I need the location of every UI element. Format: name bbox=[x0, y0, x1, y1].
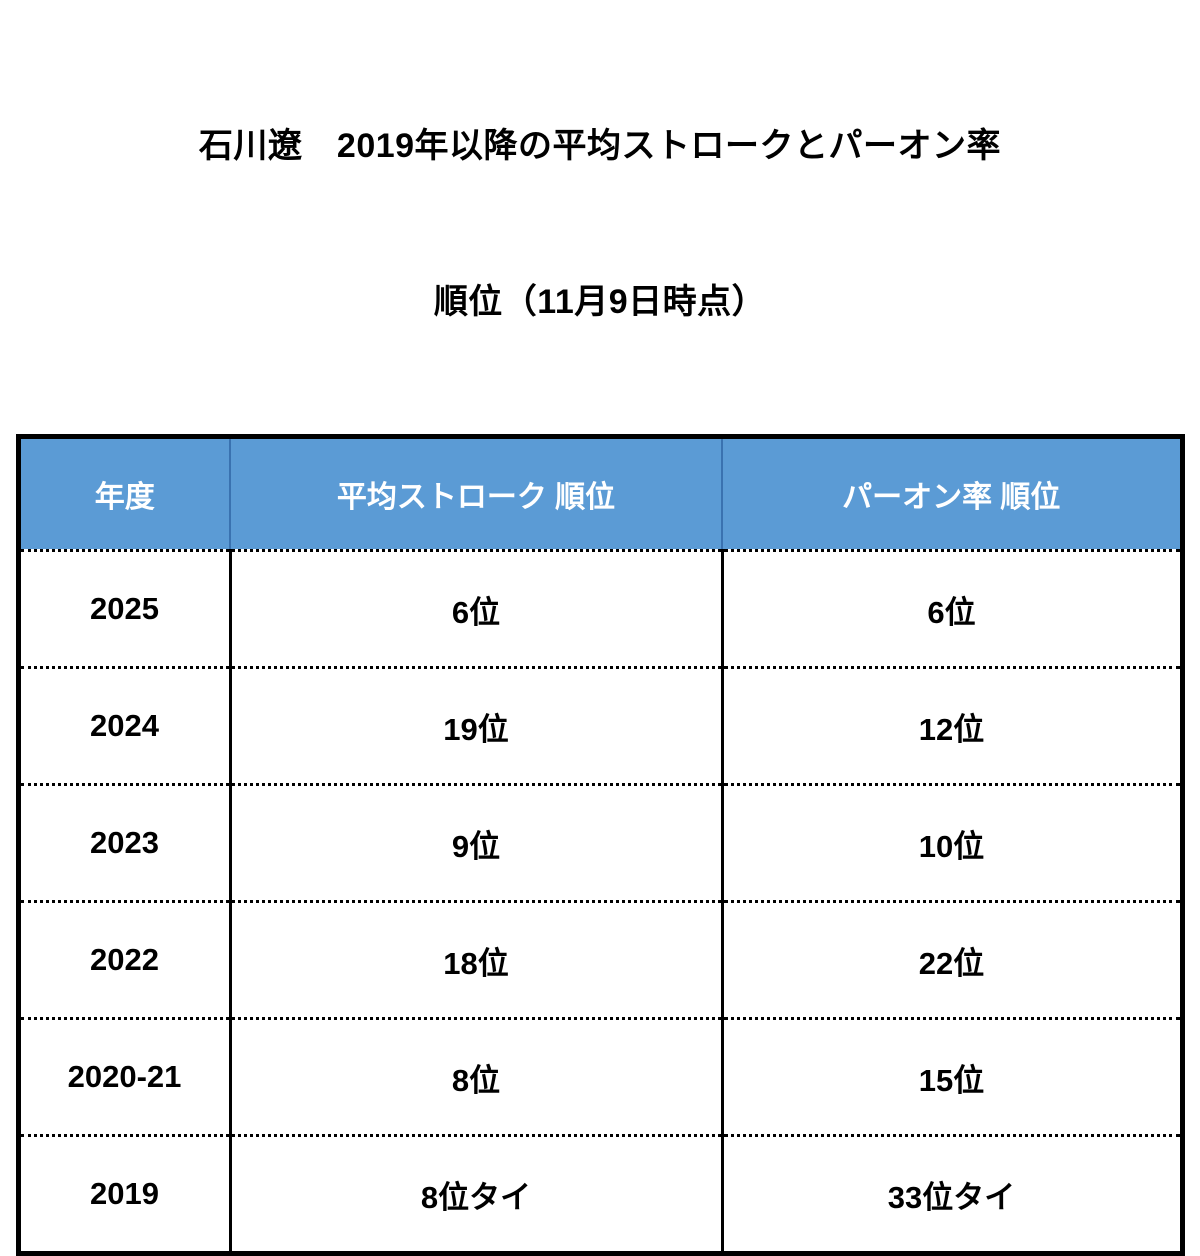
year-cell: 2023 bbox=[18, 784, 230, 903]
table-row: 2024 19位 12位 bbox=[18, 667, 1182, 786]
year-cell: 2022 bbox=[18, 901, 230, 1020]
table-row: 2023 9位 10位 bbox=[18, 784, 1182, 903]
year-cell: 2025 bbox=[18, 550, 230, 669]
table-row: 2020-21 8位 15位 bbox=[18, 1018, 1182, 1137]
title-line-1: 石川遼 2019年以降の平均ストロークとパーオン率 bbox=[198, 127, 1002, 165]
year-cell: 2019 bbox=[18, 1135, 230, 1254]
year-cell: 2024 bbox=[18, 667, 230, 786]
rank-cell: 9位 bbox=[228, 784, 722, 903]
column-header-year: 年度 bbox=[18, 436, 230, 552]
column-header-average-stroke-rank: 平均ストローク 順位 bbox=[229, 436, 722, 552]
table-row: 2019 8位タイ 33位タイ bbox=[18, 1135, 1182, 1254]
rank-cell: 15位 bbox=[720, 1018, 1182, 1137]
header-row: 年度 平均ストローク 順位 パーオン率 順位 bbox=[18, 436, 1182, 552]
column-header-par-on-rate-rank: パーオン率 順位 bbox=[721, 436, 1182, 552]
rank-cell: 6位 bbox=[720, 550, 1182, 669]
rank-cell: 10位 bbox=[720, 784, 1182, 903]
rank-cell: 18位 bbox=[228, 901, 722, 1020]
rank-cell: 33位タイ bbox=[720, 1135, 1182, 1254]
table-body: 2025 6位 6位 2024 19位 12位 2023 9位 10位 2022 18位 22位 202… bbox=[18, 550, 1182, 1254]
rank-cell: 6位 bbox=[228, 550, 722, 669]
table-row: 2022 18位 22位 bbox=[18, 901, 1182, 1020]
table-header: 年度 平均ストローク 順位 パーオン率 順位 bbox=[18, 436, 1182, 552]
rank-cell: 19位 bbox=[228, 667, 722, 786]
page-title: 石川遼 2019年以降の平均ストロークとパーオン率 順位（11月9日時点） bbox=[0, 0, 1200, 432]
title-line-2: 順位（11月9日時点） bbox=[433, 283, 767, 321]
rank-cell: 8位タイ bbox=[228, 1135, 722, 1254]
rank-cell: 22位 bbox=[720, 901, 1182, 1020]
year-cell: 2020-21 bbox=[18, 1018, 230, 1137]
table-row: 2025 6位 6位 bbox=[18, 550, 1182, 669]
rank-cell: 12位 bbox=[720, 667, 1182, 786]
stats-table: 年度 平均ストローク 順位 パーオン率 順位 2025 6位 6位 2024 19位 12… bbox=[15, 434, 1185, 1256]
rank-cell: 8位 bbox=[228, 1018, 722, 1137]
